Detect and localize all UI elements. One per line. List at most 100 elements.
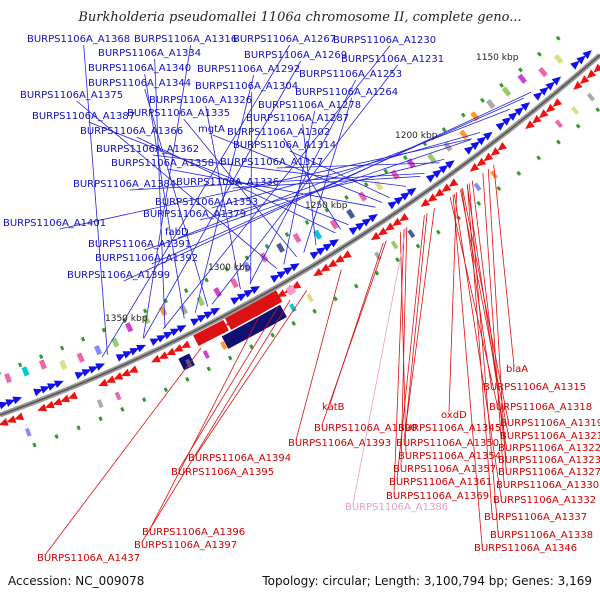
gene-label[interactable]: katB [322, 402, 345, 413]
gene-label[interactable]: BURPS1106A_A1384 [73, 179, 176, 190]
gene-label[interactable]: BURPS1106A_A1278 [258, 100, 361, 111]
tick-mark [101, 327, 107, 333]
forward-gene-arrow [551, 76, 562, 86]
gene-label[interactable]: blaA [506, 364, 528, 375]
gene-label[interactable]: mgtA [198, 124, 225, 135]
gene-label[interactable]: BURPS1106A_A1322 [498, 443, 600, 454]
forward-gene-arrow [74, 372, 85, 380]
gene-label[interactable]: BURPS1106A_A1390 [314, 423, 417, 434]
gene-label[interactable]: BURPS1106A_A1323 [498, 455, 600, 466]
feature-mark [459, 129, 469, 140]
forward-gene-arrow [47, 383, 57, 391]
forward-gene-arrow [582, 50, 592, 60]
gene-label[interactable]: BURPS1106A_A1391 [88, 239, 191, 250]
gene-label[interactable]: BURPS1106A_A1392 [95, 253, 198, 264]
gene-label[interactable]: fabD [165, 227, 189, 238]
gene-label[interactable]: BURPS1106A_A1350 [396, 438, 499, 449]
gene-label[interactable]: BURPS1106A_A1379 [143, 209, 246, 220]
leader-line [88, 121, 349, 226]
leader-line [232, 176, 421, 189]
gene-label[interactable]: BURPS1106A_A1336 [176, 177, 279, 188]
gene-label[interactable]: BURPS1106A_A1387 [32, 111, 135, 122]
gene-label[interactable]: BURPS1106A_A1230 [333, 35, 436, 46]
gene-label[interactable]: BURPS1106A_A1394 [188, 453, 291, 464]
gene-label[interactable]: BURPS1106A_A1332 [493, 495, 596, 506]
feature-mark [213, 287, 222, 298]
tick-mark [555, 35, 561, 41]
gene-label[interactable]: BURPS1106A_A1335 [127, 108, 230, 119]
gene-label[interactable]: BURPS1106A_A1326 [149, 95, 252, 106]
reverse-gene-arrow [532, 114, 542, 124]
reverse-gene-arrow [327, 259, 338, 268]
leader-line [393, 228, 405, 494]
tick-mark [333, 296, 338, 302]
tick-mark [516, 170, 522, 176]
gene-label[interactable]: BURPS1106A_A1366 [80, 126, 183, 137]
gene-label[interactable]: BURPS1106A_A1316 [134, 34, 237, 45]
gene-label[interactable]: BURPS1106A_A1253 [299, 69, 402, 80]
topology-summary: Topology: circular; Length: 3,100,794 bp… [262, 574, 592, 588]
gene-label[interactable]: BURPS1106A_A1369 [386, 491, 489, 502]
gene-label[interactable]: BURPS1106A_A1317 [220, 157, 323, 168]
reverse-gene-arrow [128, 365, 139, 373]
tick-mark [499, 82, 504, 88]
gene-label[interactable]: BURPS1106A_A1264 [295, 87, 398, 98]
forward-gene-arrow [432, 169, 442, 179]
gene-label[interactable]: BURPS1106A_A1353 [155, 197, 258, 208]
gene-label[interactable]: BURPS1106A_A1302 [227, 127, 330, 138]
feature-mark [538, 67, 548, 78]
tick-mark [59, 345, 65, 351]
gene-label[interactable]: BURPS1106A_A1315 [483, 382, 586, 393]
gene-label[interactable]: BURPS1106A_A1345 [398, 423, 501, 434]
gene-label[interactable]: BURPS1106A_A1340 [88, 63, 191, 74]
gene-label[interactable]: BURPS1106A_A1327 [498, 467, 600, 478]
tick-mark [395, 257, 400, 263]
gene-label[interactable]: BURPS1106A_A1292 [197, 64, 300, 75]
gene-label[interactable]: BURPS1106A_A1346 [474, 543, 577, 554]
reverse-gene-arrow [60, 394, 71, 403]
gene-label[interactable]: BURPS1106A_A1318 [489, 402, 592, 413]
gene-label[interactable]: BURPS1106A_A1396 [142, 527, 245, 538]
tick-mark [141, 397, 147, 403]
gene-label[interactable]: BURPS1106A_A1319 [500, 418, 600, 429]
gene-label[interactable]: BURPS1106A_A1401 [3, 218, 106, 229]
gene-label[interactable]: BURPS1106A_A1354 [398, 451, 501, 462]
gene-label[interactable]: BURPS1106A_A1321 [500, 431, 600, 442]
gene-label[interactable]: BURPS1106A_A1287 [246, 113, 349, 124]
feature-mark [292, 232, 302, 244]
gene-label[interactable]: BURPS1106A_A1334 [98, 48, 201, 59]
gene-label[interactable]: BURPS1106A_A1393 [288, 438, 391, 449]
forward-gene-arrow [533, 91, 543, 101]
leader-line [452, 194, 483, 546]
gene-label[interactable]: BURPS1106A_A1362 [96, 144, 199, 155]
gene-label[interactable]: BURPS1106A_A1357 [393, 464, 496, 475]
gene-label[interactable]: BURPS1106A_A1397 [134, 540, 237, 551]
gene-label[interactable]: BURPS1106A_A1304 [195, 81, 298, 92]
gene-label[interactable]: BURPS1106A_A1399 [67, 270, 170, 281]
gene-label[interactable]: BURPS1106A_A1368 [27, 34, 130, 45]
kbp-tick-1350: 1350 kbp [105, 314, 148, 324]
gene-label[interactable]: BURPS1106A_A1395 [171, 467, 274, 478]
forward-gene-arrow [355, 222, 365, 231]
tick-mark [185, 376, 190, 382]
gene-label[interactable]: BURPS1106A_A1338 [490, 530, 593, 541]
gene-label[interactable]: BURPS1106A_A1386 [345, 502, 448, 513]
gene-label[interactable]: BURPS1106A_A1361 [389, 477, 492, 488]
tick-mark [556, 139, 561, 145]
gene-label[interactable]: BURPS1106A_A1375 [20, 90, 123, 101]
gene-label[interactable]: BURPS1106A_A1358 [111, 158, 214, 169]
gene-label[interactable]: BURPS1106A_A1330 [496, 480, 599, 491]
gene-label[interactable]: BURPS1106A_A1337 [484, 512, 587, 523]
reverse-gene-arrow [120, 368, 131, 377]
gene-label[interactable]: BURPS1106A_A1231 [341, 54, 444, 65]
gene-label[interactable]: BURPS1106A_A1314 [233, 140, 336, 151]
gene-label[interactable]: BURPS1106A_A1269 [244, 50, 347, 61]
gene-label[interactable]: BURPS1106A_A1437 [37, 553, 140, 564]
tick-mark [122, 318, 127, 324]
reverse-gene-arrow [586, 69, 597, 79]
leader-line [471, 180, 507, 458]
gene-label[interactable]: oxdD [441, 410, 467, 421]
gene-label[interactable]: BURPS1106A_A1344 [88, 78, 191, 89]
gene-label[interactable]: BURPS1106A_A1267 [233, 34, 336, 45]
